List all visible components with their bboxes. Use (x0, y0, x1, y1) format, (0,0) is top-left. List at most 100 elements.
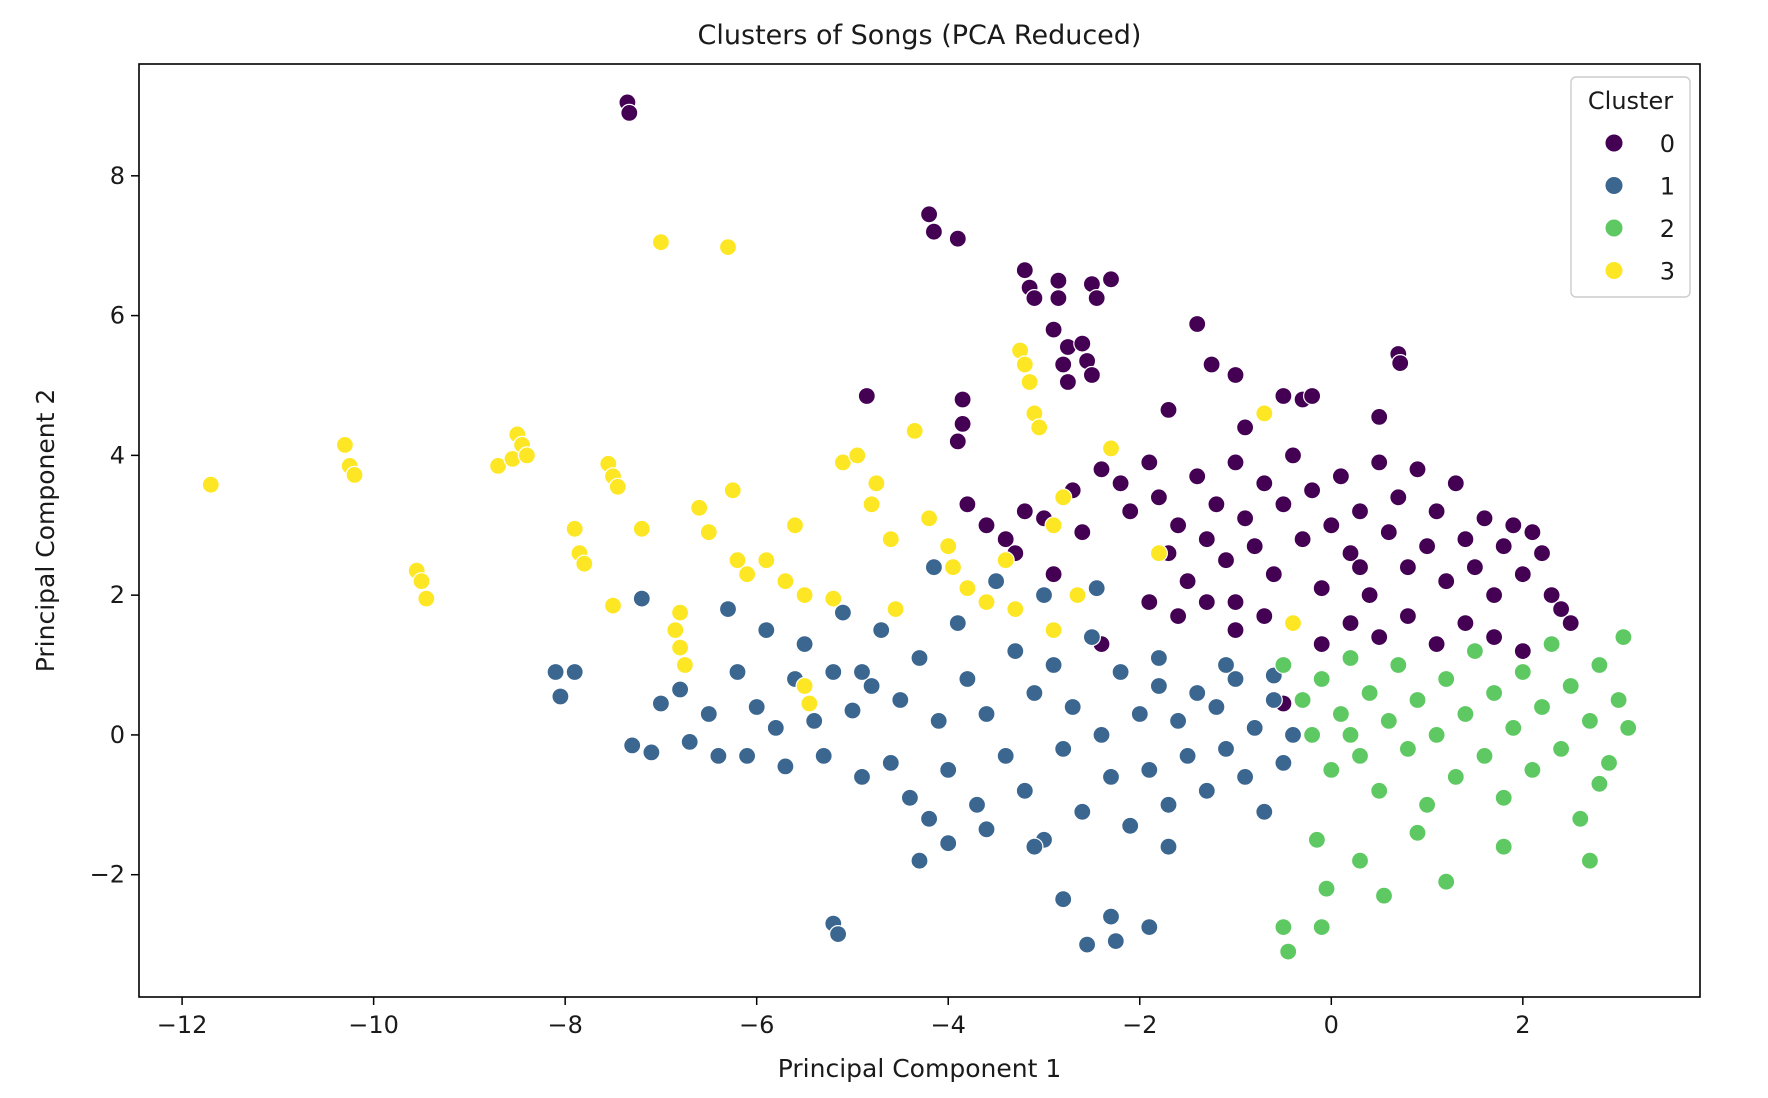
legend-label: 3 (1660, 258, 1675, 286)
data-point (1408, 690, 1427, 710)
data-point (1235, 509, 1255, 528)
data-point (1302, 386, 1322, 406)
data-point (977, 592, 996, 612)
x-tick-label: −8 (547, 1011, 582, 1039)
data-point (1207, 697, 1226, 717)
data-point (1322, 516, 1341, 535)
data-point (489, 456, 508, 475)
data-point (1034, 585, 1054, 605)
y-axis: −2 0 2 4 6 8 (90, 162, 139, 889)
data-point (1331, 704, 1351, 724)
data-point (1188, 467, 1207, 486)
data-point (833, 603, 853, 622)
data-point (986, 572, 1006, 591)
data-point (1561, 676, 1580, 696)
data-point (1274, 753, 1293, 773)
data-point (1101, 767, 1121, 787)
legend-title: Cluster (1588, 87, 1673, 115)
data-point (1465, 641, 1485, 661)
data-point (1140, 453, 1159, 472)
data-point (1006, 641, 1025, 661)
data-point (948, 432, 967, 451)
y-tick-label: 6 (110, 302, 125, 330)
data-point (852, 767, 872, 787)
data-point (1475, 509, 1494, 528)
data-point (1006, 599, 1025, 619)
data-point (1389, 488, 1408, 507)
data-point (757, 620, 776, 640)
data-point (1446, 767, 1465, 787)
data-point (1068, 585, 1087, 605)
data-point (881, 753, 900, 773)
data-point (929, 711, 948, 731)
data-point (1226, 453, 1245, 472)
data-point (1049, 289, 1068, 308)
data-point (1274, 386, 1293, 406)
data-point (632, 519, 651, 538)
data-point (1398, 558, 1418, 577)
data-point (1044, 565, 1063, 584)
data-point (723, 481, 742, 500)
data-point (1312, 669, 1331, 689)
data-point (1121, 502, 1140, 521)
data-point (670, 680, 690, 699)
data-point (1159, 795, 1178, 814)
data-point (766, 718, 785, 738)
data-point (1379, 523, 1398, 542)
data-point (1216, 655, 1236, 675)
data-point (1130, 704, 1149, 724)
data-point (795, 585, 814, 605)
data-point (747, 697, 766, 717)
data-point (1082, 365, 1102, 385)
x-tick-label: −6 (739, 1011, 774, 1039)
data-point (1302, 725, 1322, 745)
data-point (1245, 718, 1264, 738)
data-point (1398, 739, 1418, 759)
data-point (1226, 669, 1245, 689)
data-point (1159, 837, 1178, 856)
data-point (417, 589, 436, 608)
data-point (1025, 837, 1044, 856)
data-point (670, 603, 690, 622)
data-point (1092, 725, 1111, 745)
data-point (666, 620, 685, 640)
data-point (1542, 585, 1561, 605)
data-point (1178, 572, 1197, 591)
data-point (1532, 697, 1552, 717)
data-point (1073, 802, 1092, 821)
data-point (1446, 474, 1465, 493)
data-point (1350, 746, 1370, 766)
data-point (1207, 495, 1226, 514)
legend-label: 1 (1660, 173, 1675, 201)
data-point (1049, 271, 1068, 290)
data-point (1054, 488, 1073, 507)
data-point (1188, 683, 1207, 703)
data-point (1101, 907, 1121, 926)
data-point (1283, 725, 1303, 745)
data-point (948, 229, 967, 248)
data-point (1197, 592, 1216, 612)
x-axis-label: Principal Component 1 (778, 1054, 1061, 1083)
data-point (1216, 551, 1236, 570)
data-point (958, 579, 977, 598)
data-point (1504, 718, 1523, 738)
data-point (1025, 289, 1044, 308)
y-tick-label: 0 (110, 721, 125, 749)
data-point (1475, 746, 1494, 766)
data-point (1293, 530, 1312, 549)
data-point (977, 704, 996, 724)
data-point (1590, 774, 1609, 793)
data-point (565, 662, 584, 682)
data-point (1140, 917, 1159, 937)
data-point (795, 634, 814, 654)
data-point (517, 446, 537, 465)
data-point (776, 757, 795, 776)
data-point (943, 558, 963, 577)
data-point (718, 599, 738, 619)
data-point (805, 711, 824, 731)
data-point (900, 788, 920, 807)
data-point (800, 694, 819, 713)
data-point (1370, 627, 1389, 647)
data-point (1054, 739, 1073, 759)
data-point (737, 565, 757, 584)
